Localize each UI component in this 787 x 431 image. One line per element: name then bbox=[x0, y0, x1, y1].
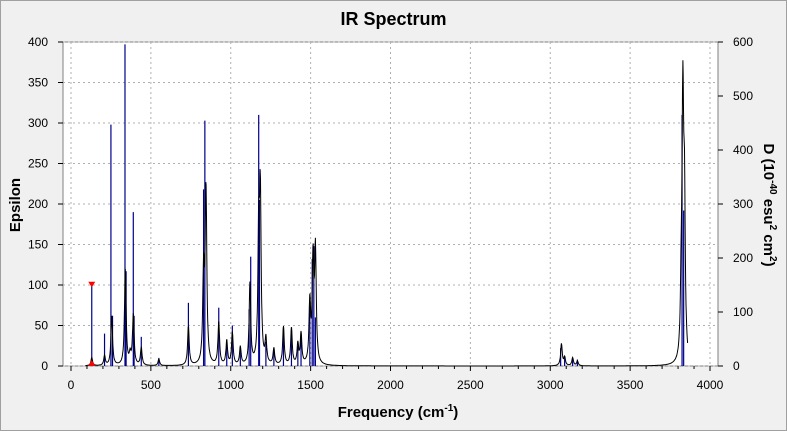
y2-tick-label: 100 bbox=[733, 305, 753, 319]
peak-markers bbox=[88, 281, 96, 366]
y-tick-label: 200 bbox=[28, 197, 48, 211]
y-tick-label: 100 bbox=[28, 278, 48, 292]
chart-title: IR Spectrum bbox=[340, 9, 447, 29]
peak-marker-bottom bbox=[88, 360, 96, 366]
y-tick-label: 300 bbox=[28, 116, 48, 130]
y-axis-title: Epsilon bbox=[7, 178, 24, 232]
y2-tick-label: 500 bbox=[733, 89, 753, 103]
x-tick-label: 2000 bbox=[377, 378, 404, 392]
y-tick-label: 150 bbox=[28, 238, 48, 252]
x-tick-label: 3000 bbox=[537, 378, 564, 392]
spectrum-line bbox=[85, 60, 689, 367]
y2-axis-title: D (10-40 esu2 cm2) bbox=[760, 143, 778, 266]
y2-tick-label: 200 bbox=[733, 251, 753, 265]
y-tick-label: 350 bbox=[28, 76, 48, 90]
y-tick-label: 50 bbox=[35, 319, 49, 333]
y2-tick-label: 300 bbox=[733, 197, 753, 211]
x-tick-label: 1500 bbox=[297, 378, 324, 392]
y-tick-label: 250 bbox=[28, 157, 48, 171]
x-tick-label: 500 bbox=[141, 378, 161, 392]
x-tick-label: 4000 bbox=[697, 378, 724, 392]
y-tick-label: 0 bbox=[41, 359, 48, 373]
x-tick-label: 1000 bbox=[217, 378, 244, 392]
y2-tick-label: 400 bbox=[733, 143, 753, 157]
peak-marker-top bbox=[88, 281, 96, 288]
y2-tick-label: 0 bbox=[733, 359, 740, 373]
x-tick-label: 2500 bbox=[457, 378, 484, 392]
axis-ticks: 0 500 1000 1500 2000 2500 3000 3500 400005010015… bbox=[28, 35, 753, 392]
x-tick-label: 0 bbox=[68, 378, 75, 392]
x-axis-title: Frequency (cm-1) bbox=[338, 403, 459, 421]
y2-tick-label: 600 bbox=[733, 35, 753, 49]
x-tick-label: 3500 bbox=[617, 378, 644, 392]
y-tick-label: 400 bbox=[28, 35, 48, 49]
